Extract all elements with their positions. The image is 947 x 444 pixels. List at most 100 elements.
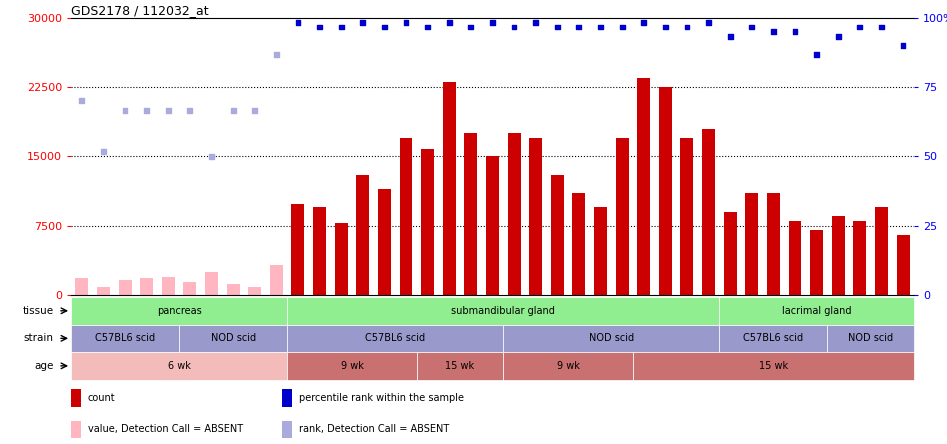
Text: C57BL6 scid: C57BL6 scid xyxy=(366,333,425,343)
Point xyxy=(139,107,154,114)
Point xyxy=(701,19,716,26)
Bar xyxy=(162,277,175,295)
Bar xyxy=(270,265,283,295)
Point xyxy=(291,19,306,26)
Bar xyxy=(71,389,81,407)
Point xyxy=(204,153,219,160)
Bar xyxy=(767,193,780,295)
Point xyxy=(117,107,133,114)
Bar xyxy=(897,235,909,295)
Bar xyxy=(140,278,153,295)
Point xyxy=(441,19,456,26)
Bar xyxy=(594,207,607,295)
Text: NOD scid: NOD scid xyxy=(210,333,256,343)
Point xyxy=(615,24,630,31)
Bar xyxy=(282,389,292,407)
Bar xyxy=(464,133,477,295)
Text: 15 wk: 15 wk xyxy=(759,361,788,371)
Bar xyxy=(417,352,503,380)
Point xyxy=(74,97,89,104)
Point xyxy=(636,19,652,26)
Bar xyxy=(875,207,888,295)
Point xyxy=(225,107,241,114)
Text: 6 wk: 6 wk xyxy=(168,361,190,371)
Bar xyxy=(486,156,499,295)
Text: lacrimal gland: lacrimal gland xyxy=(782,306,851,316)
Text: 9 wk: 9 wk xyxy=(557,361,580,371)
Point xyxy=(787,28,802,35)
Text: rank, Detection Call = ABSENT: rank, Detection Call = ABSENT xyxy=(298,424,449,434)
Point xyxy=(269,51,284,58)
Bar xyxy=(97,286,110,295)
Text: value, Detection Call = ABSENT: value, Detection Call = ABSENT xyxy=(88,424,243,434)
Point xyxy=(399,19,414,26)
Point xyxy=(528,19,544,26)
Bar xyxy=(421,149,434,295)
Bar xyxy=(503,352,633,380)
Text: age: age xyxy=(34,361,54,371)
Point xyxy=(333,24,348,31)
Bar xyxy=(71,352,287,380)
Point xyxy=(507,24,522,31)
Bar xyxy=(400,138,413,295)
Bar xyxy=(71,297,287,325)
Bar xyxy=(551,175,563,295)
Point xyxy=(549,24,564,31)
Bar xyxy=(313,207,326,295)
Point xyxy=(161,107,176,114)
Bar xyxy=(633,352,914,380)
Bar xyxy=(745,193,759,295)
Point xyxy=(744,24,759,31)
Bar xyxy=(616,138,629,295)
Point xyxy=(723,33,738,40)
Point xyxy=(852,24,867,31)
Bar xyxy=(572,193,585,295)
Bar xyxy=(248,286,261,295)
Bar xyxy=(378,189,391,295)
Bar xyxy=(503,325,720,352)
Bar xyxy=(828,325,914,352)
Point xyxy=(420,24,436,31)
Bar xyxy=(720,297,914,325)
Bar xyxy=(720,325,828,352)
Text: 9 wk: 9 wk xyxy=(341,361,364,371)
Point xyxy=(485,19,500,26)
Bar xyxy=(853,221,867,295)
Point xyxy=(355,19,370,26)
Bar xyxy=(287,352,417,380)
Point xyxy=(593,24,608,31)
Bar xyxy=(76,278,88,295)
Bar xyxy=(443,83,456,295)
Text: tissue: tissue xyxy=(23,306,54,316)
Text: count: count xyxy=(88,393,116,403)
Bar xyxy=(659,87,671,295)
Bar xyxy=(334,223,348,295)
Bar xyxy=(118,280,132,295)
Text: 15 wk: 15 wk xyxy=(445,361,474,371)
Text: C57BL6 scid: C57BL6 scid xyxy=(743,333,803,343)
Point xyxy=(896,42,911,49)
Point xyxy=(831,33,846,40)
Bar xyxy=(71,325,179,352)
Point xyxy=(679,24,694,31)
Point xyxy=(809,51,824,58)
Bar xyxy=(681,138,693,295)
Bar xyxy=(810,230,823,295)
Bar xyxy=(831,216,845,295)
Bar xyxy=(356,175,369,295)
Point xyxy=(571,24,586,31)
Bar xyxy=(226,284,240,295)
Bar xyxy=(179,325,287,352)
Text: submandibular gland: submandibular gland xyxy=(452,306,555,316)
Text: NOD scid: NOD scid xyxy=(589,333,634,343)
Bar xyxy=(184,282,196,295)
Bar xyxy=(205,272,218,295)
Bar xyxy=(287,297,720,325)
Point xyxy=(766,28,781,35)
Bar xyxy=(529,138,542,295)
Bar xyxy=(71,420,81,438)
Bar xyxy=(702,129,715,295)
Text: C57BL6 scid: C57BL6 scid xyxy=(95,333,155,343)
Point xyxy=(377,24,392,31)
Text: pancreas: pancreas xyxy=(156,306,202,316)
